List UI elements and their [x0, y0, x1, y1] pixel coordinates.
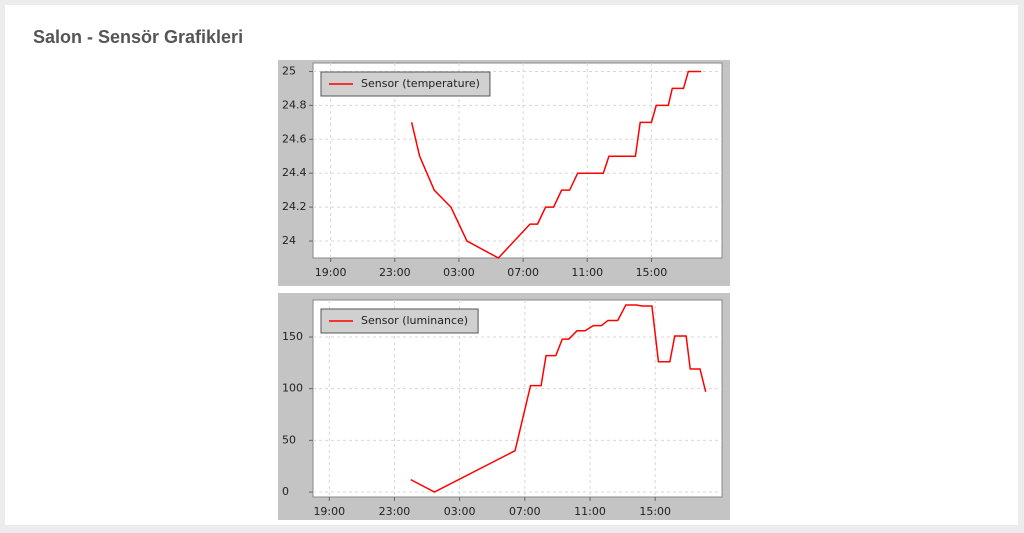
x-tick-label: 23:00	[379, 266, 411, 279]
y-tick-label: 150	[282, 330, 303, 343]
y-tick-label: 50	[282, 433, 296, 446]
x-tick-label: 07:00	[507, 266, 539, 279]
x-tick-label: 11:00	[574, 505, 606, 518]
x-tick-label: 15:00	[639, 505, 671, 518]
x-tick-label: 19:00	[313, 505, 345, 518]
y-tick-label: 0	[282, 485, 289, 498]
x-tick-label: 15:00	[636, 266, 668, 279]
x-tick-label: 07:00	[509, 505, 541, 518]
x-tick-label: 23:00	[379, 505, 411, 518]
x-tick-label: 19:00	[315, 266, 347, 279]
y-tick-label: 24.2	[282, 200, 307, 213]
legend-label: Sensor (luminance)	[361, 314, 468, 327]
y-tick-label: 24	[282, 234, 296, 247]
y-tick-label: 24.4	[282, 166, 307, 179]
page-title: Salon - Sensör Grafikleri	[33, 27, 243, 47]
y-tick-label: 25	[282, 64, 296, 77]
series-line	[410, 304, 707, 493]
y-tick-label: 24.8	[282, 98, 307, 111]
series-line	[410, 70, 702, 259]
x-tick-label: 03:00	[443, 266, 475, 279]
y-tick-label: 100	[282, 382, 303, 395]
x-tick-label: 03:00	[444, 505, 476, 518]
legend-label: Sensor (temperature)	[361, 77, 480, 90]
x-tick-label: 11:00	[571, 266, 603, 279]
y-tick-label: 24.6	[282, 132, 307, 145]
